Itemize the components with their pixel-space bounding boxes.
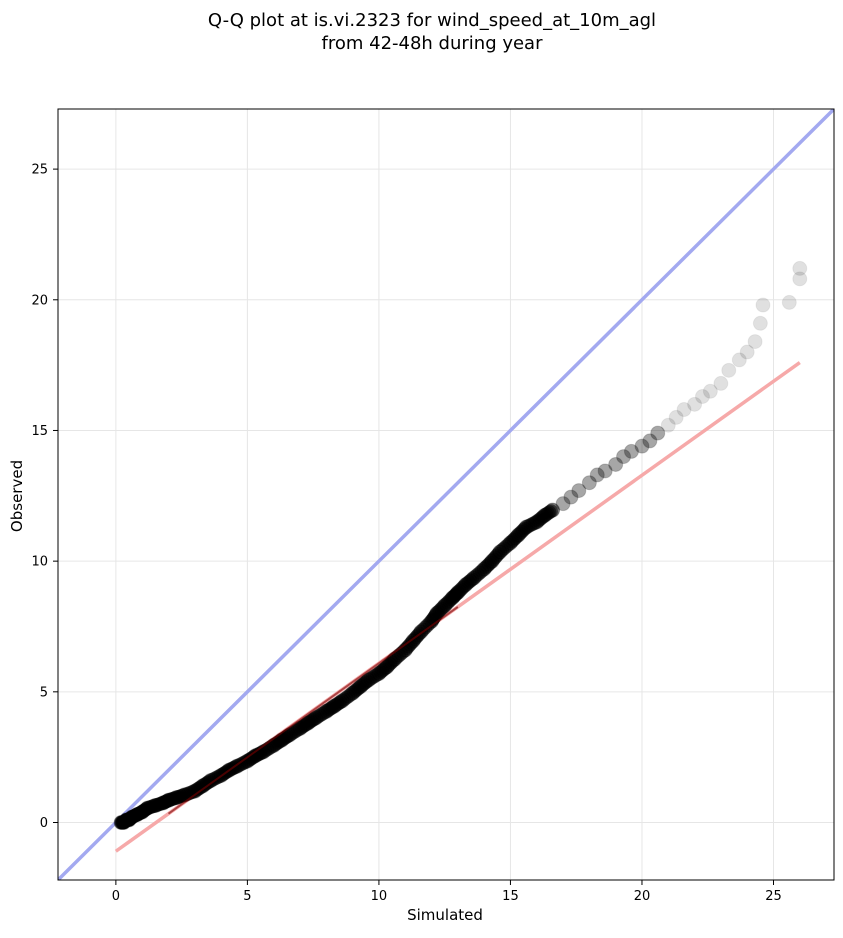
quantile-point: [792, 271, 808, 287]
x-tick-label: 10: [371, 889, 388, 904]
quantile-point: [608, 456, 624, 472]
y-tick-label: 5: [40, 685, 48, 700]
x-tick-label: 0: [112, 889, 120, 904]
quantile-point: [721, 362, 737, 378]
y-tick-label: 10: [31, 555, 48, 570]
x-tick-label: 25: [765, 889, 782, 904]
reference-lines: [58, 109, 834, 880]
quantile-point: [747, 334, 763, 350]
quantile-point: [589, 467, 605, 483]
y-tick-label: 25: [31, 163, 48, 178]
quantile-point: [650, 425, 666, 441]
quantile-point: [687, 396, 703, 412]
quantile-point: [555, 496, 571, 512]
quantile-point: [676, 402, 692, 418]
quantile-point: [739, 344, 755, 360]
x-tick-label: 20: [634, 889, 651, 904]
y-tick-label: 20: [31, 293, 48, 308]
quantile-point: [563, 489, 579, 505]
quantile-point: [713, 375, 729, 391]
chart-subtitle: from 42-48h during year: [322, 33, 544, 54]
quantile-point: [792, 260, 808, 276]
plot-frame: [57, 108, 835, 881]
chart-title: Q-Q plot at is.vi.2323 for wind_speed_at…: [208, 10, 656, 31]
identity-line: [58, 109, 834, 880]
quantile-point: [702, 383, 718, 399]
quantile-point: [731, 352, 747, 368]
x-axis-label: Simulated: [407, 906, 483, 924]
quantile-point: [642, 433, 658, 449]
x-tick-label: 5: [243, 889, 251, 904]
quantile-point: [545, 502, 561, 518]
quantile-point: [616, 449, 632, 465]
y-tick-label: 15: [31, 424, 48, 439]
quantile-point: [597, 463, 613, 479]
quantile-point: [781, 294, 797, 310]
quantile-point: [571, 483, 587, 499]
y-axis-label: Observed: [8, 460, 26, 532]
quantile-point: [668, 409, 684, 425]
fit-line-overlay: [167, 606, 459, 815]
x-tick-label: 15: [502, 889, 519, 904]
quantile-point: [660, 417, 676, 433]
quantile-point: [623, 443, 639, 459]
quantile-point: [755, 297, 771, 313]
quantile-point: [581, 475, 597, 491]
y-tick-label: 0: [40, 816, 48, 831]
quantile-point: [694, 388, 710, 404]
quantile-point: [752, 315, 768, 331]
quantile-points: [113, 260, 808, 831]
y-axis-ticks: 0 5 10 15 20 25: [31, 163, 58, 831]
quantile-point: [634, 438, 650, 454]
x-axis-ticks: 0 5 10 15 20 25: [112, 880, 782, 904]
